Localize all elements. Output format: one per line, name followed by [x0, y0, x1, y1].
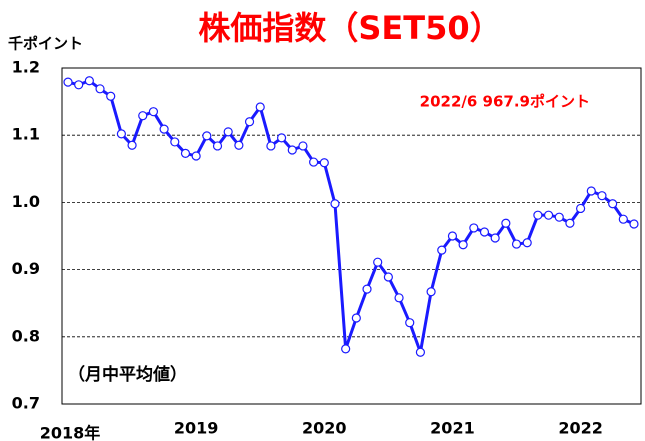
marker: [74, 80, 84, 90]
plot-frame: [61, 67, 642, 405]
marker: [437, 245, 447, 255]
marker: [351, 313, 361, 323]
x-tick-label: 2020: [302, 419, 347, 438]
marker: [244, 117, 255, 127]
marker: [95, 84, 105, 94]
marker: [266, 141, 276, 151]
marker: [565, 218, 575, 228]
marker: [426, 287, 436, 297]
marker: [373, 257, 383, 267]
note: （月中平均値）: [68, 364, 187, 385]
marker: [415, 347, 426, 357]
marker: [479, 227, 490, 237]
marker: [501, 218, 511, 228]
marker: [84, 76, 94, 86]
marker: [106, 91, 116, 101]
marker: [362, 284, 372, 294]
marker: [447, 231, 458, 241]
marker: [127, 140, 137, 150]
marker: [608, 199, 618, 209]
annotation: 2022/6 967.9ポイント: [420, 93, 590, 111]
y-tick-label: 0.7: [12, 394, 40, 413]
marker: [234, 140, 244, 150]
marker: [576, 203, 586, 214]
marker: [116, 129, 126, 139]
marker: [554, 212, 564, 222]
y-tick-label: 1.2: [12, 58, 40, 77]
marker: [148, 107, 159, 117]
marker: [180, 148, 191, 158]
marker: [618, 214, 628, 224]
marker: [394, 293, 404, 303]
marker: [522, 238, 532, 248]
x-tick-label: 2019: [174, 419, 219, 438]
marker: [138, 111, 148, 121]
marker: [341, 344, 351, 354]
marker: [223, 127, 233, 137]
y-tick-label: 0.9: [12, 259, 40, 278]
marker: [330, 199, 340, 209]
marker: [170, 137, 180, 147]
chart-title: 株価指数（SET50）: [198, 9, 501, 47]
x-tick-label: 2022: [558, 419, 603, 438]
marker: [298, 141, 308, 151]
marker: [191, 151, 201, 161]
marker: [490, 233, 500, 243]
marker: [63, 77, 73, 87]
marker: [511, 239, 522, 249]
x-tick-label: 2018年: [40, 424, 101, 441]
marker: [255, 102, 265, 112]
marker: [276, 133, 287, 143]
y-tick-label: 1.0: [12, 192, 40, 211]
marker: [319, 158, 329, 168]
marker: [629, 219, 639, 229]
marker: [159, 124, 169, 134]
y-tick-label: 0.8: [12, 326, 40, 345]
marker: [212, 141, 223, 151]
marker: [458, 240, 468, 250]
marker: [405, 318, 415, 328]
marker: [383, 272, 393, 282]
y-tick-label: 1.1: [12, 125, 40, 144]
marker: [586, 186, 596, 196]
marker: [287, 145, 297, 155]
marker: [533, 210, 543, 220]
marker: [597, 191, 607, 201]
marker: [543, 210, 554, 220]
marker: [469, 223, 479, 233]
marker: [309, 157, 319, 167]
x-tick-label: 2021: [430, 419, 475, 438]
marker: [202, 131, 212, 141]
y-axis-label: 千ポイント: [8, 35, 83, 53]
